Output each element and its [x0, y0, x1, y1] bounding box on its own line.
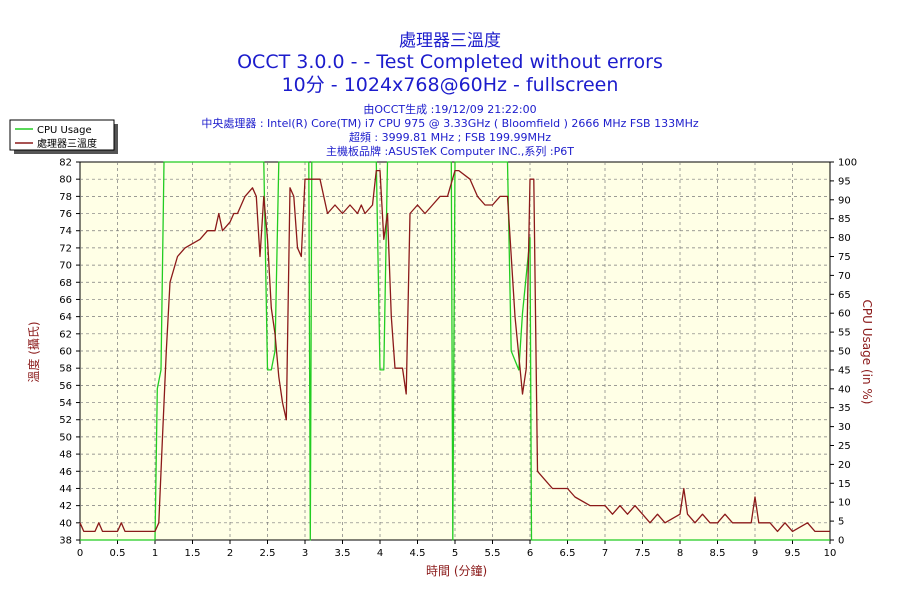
legend-box: [9, 119, 115, 151]
y-right-tick-label: 30: [838, 422, 851, 433]
y-right-tick-label: 90: [838, 195, 851, 206]
y-left-tick-label: 64: [59, 312, 72, 323]
x-tick-label: 2: [227, 548, 233, 559]
y-left-tick-label: 72: [59, 243, 72, 254]
y-right-tick-label: 20: [838, 460, 851, 471]
y-right-tick-label: 85: [838, 214, 851, 225]
y-right-tick-label: 25: [838, 441, 851, 452]
y-right-tick-label: 10: [838, 498, 851, 509]
y-left-tick-label: 44: [59, 484, 72, 495]
y-left-tick-label: 78: [59, 192, 72, 203]
axis-ticks: 0 0.5 1 1.5 2 2.5 3 3.5 4 4.5 5 5.5 6 6.5 7 7.5 8 8.5 9 9.5…: [59, 158, 857, 560]
y-right-tick-label: 95: [838, 176, 851, 187]
x-tick-label: 8: [677, 548, 683, 559]
y-right-tick-label: 45: [838, 365, 851, 376]
y-left-tick-label: 80: [59, 175, 72, 186]
y-axis-left-label: 溫度 (攝氏): [26, 321, 41, 382]
x-tick-label: 4.5: [410, 548, 426, 559]
y-left-tick-label: 70: [59, 261, 72, 272]
y-left-tick-label: 76: [59, 209, 72, 220]
x-tick-label: 7.5: [635, 548, 651, 559]
x-tick-label: 1: [152, 548, 158, 559]
legend-label-cpu-usage: CPU Usage: [37, 125, 92, 136]
y-left-tick-label: 74: [59, 226, 72, 237]
y-right-tick-label: 35: [838, 403, 851, 414]
y-right-tick-label: 65: [838, 290, 851, 301]
x-tick-label: 6.5: [560, 548, 576, 559]
y-right-tick-label: 15: [838, 479, 851, 490]
y-right-tick-label: 40: [838, 384, 851, 395]
y-right-tick-label: 80: [838, 233, 851, 244]
info-line-2: 中央處理器 : Intel(R) Core(TM) i7 CPU 975 @ 3…: [201, 116, 699, 130]
y-axis-right-label: CPU Usage (in %): [860, 300, 874, 405]
series-line-temperature: [79, 169, 830, 533]
info-line-4: 主機板品牌 :ASUSTeK Computer INC.,系列 :P6T: [326, 144, 574, 158]
y-right-tick-label: 75: [838, 252, 851, 263]
x-tick-label: 8.5: [710, 548, 726, 559]
info-line-3: 超頻 : 3999.81 MHz ; FSB 199.99MHz: [349, 130, 551, 144]
chart-subtitle-2: 10分 - 1024x768@60Hz - fullscreen: [282, 74, 619, 96]
x-tick-label: 6: [527, 548, 533, 559]
legend: CPU Usage 處理器三溫度: [9, 119, 118, 154]
y-left-tick-label: 38: [59, 536, 72, 547]
x-tick-label: 2.5: [260, 548, 276, 559]
y-left-tick-label: 40: [59, 518, 72, 529]
legend-label-temperature: 處理器三溫度: [37, 137, 97, 150]
x-tick-label: 9.5: [785, 548, 801, 559]
info-line-1: 由OCCT生成 :19/12/09 21:22:00: [363, 102, 536, 116]
y-left-tick-label: 54: [59, 398, 72, 409]
y-left-tick-label: 52: [59, 415, 72, 426]
y-left-tick-label: 48: [59, 450, 72, 461]
chart-title: 處理器三溫度: [399, 31, 501, 51]
y-left-tick-label: 50: [59, 432, 72, 443]
y-left-tick-label: 42: [59, 501, 72, 512]
x-tick-label: 3: [302, 548, 308, 559]
x-tick-label: 3.5: [335, 548, 351, 559]
y-right-tick-label: 5: [838, 517, 844, 528]
y-left-tick-label: 66: [59, 295, 72, 306]
y-right-tick-label: 60: [838, 309, 851, 320]
x-tick-label: 1.5: [185, 548, 201, 559]
y-left-tick-label: 68: [59, 278, 72, 289]
y-left-tick-label: 58: [59, 364, 72, 375]
y-left-tick-label: 62: [59, 329, 72, 340]
x-tick-label: 0.5: [110, 548, 126, 559]
x-tick-label: 4: [377, 548, 383, 559]
y-left-tick-label: 60: [59, 347, 72, 358]
y-right-tick-label: 55: [838, 328, 851, 339]
series-line-cpu-usage: [80, 161, 830, 541]
y-left-tick-label: 56: [59, 381, 72, 392]
y-right-tick-label: 50: [838, 347, 851, 358]
x-tick-label: 7: [602, 548, 608, 559]
y-right-tick-label: 70: [838, 271, 851, 282]
x-tick-label: 9: [752, 548, 758, 559]
y-left-tick-label: 82: [59, 158, 72, 169]
y-right-tick-label: 0: [838, 536, 844, 547]
x-tick-label: 5.5: [485, 548, 501, 559]
x-tick-label: 10: [824, 548, 837, 559]
y-right-tick-label: 100: [838, 158, 857, 169]
y-left-tick-label: 46: [59, 467, 72, 478]
series-lines: [79, 161, 830, 541]
x-tick-label: 5: [452, 548, 458, 559]
x-tick-label: 0: [77, 548, 83, 559]
x-axis-label: 時間 (分鐘): [426, 563, 487, 578]
chart-subtitle: OCCT 3.0.0 - - Test Completed without er…: [237, 51, 663, 73]
